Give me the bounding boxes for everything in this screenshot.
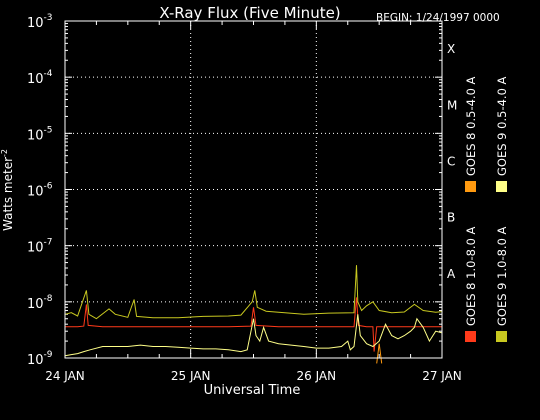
legend-swatch xyxy=(465,181,476,192)
y-axis-ticks: 10-9 10-8 10-7 10-6 10-5 10-4 10-3 xyxy=(27,13,442,368)
y-tick-label: 10-4 xyxy=(27,69,53,87)
series-line-1 xyxy=(65,297,442,352)
y-tick-label: 10-3 xyxy=(27,13,53,31)
begin-label: BEGIN: 1/24/1997 0000 xyxy=(376,12,500,24)
y-axis-label: Watts meter-2 xyxy=(0,149,15,231)
x-tick-label: 27 JAN xyxy=(422,369,462,383)
chart-title: X-Ray Flux (Five Minute) xyxy=(159,4,340,22)
x-axis-label: Universal Time xyxy=(204,383,301,398)
legend: GOES 8 1.0-8.0 A GOES 8 0.5-4.0 A GOES 9 1… xyxy=(464,76,509,342)
y-tick-label: 10-7 xyxy=(27,238,53,256)
flare-class-labels: A B C M X xyxy=(447,42,457,281)
y-tick-label: 10-6 xyxy=(27,182,53,200)
legend-swatch xyxy=(496,331,507,342)
y-tick-label: 10-8 xyxy=(27,294,53,312)
series-line-2 xyxy=(376,343,383,364)
x-tick-label: 24 JAN xyxy=(45,369,85,383)
series-line-3 xyxy=(64,265,443,320)
y-tick-label: 10-5 xyxy=(27,125,53,143)
flare-class-label: A xyxy=(447,267,456,281)
legend-label: GOES 8 1.0-8.0 A xyxy=(464,226,478,326)
x-tick-label: 26 JAN xyxy=(297,369,337,383)
legend-swatch xyxy=(496,181,507,192)
flare-class-label: M xyxy=(447,98,457,112)
legend-swatch xyxy=(465,331,476,342)
flare-class-label: B xyxy=(447,211,455,225)
legend-label: GOES 8 0.5-4.0 A xyxy=(464,76,478,176)
series-lines xyxy=(64,265,443,364)
flare-class-label: X xyxy=(447,42,455,56)
legend-label: GOES 9 0.5-4.0 A xyxy=(495,76,509,176)
flare-class-label: C xyxy=(447,155,455,169)
y-tick-label: 10-9 xyxy=(27,350,53,368)
legend-label: GOES 9 1.0-8.0 A xyxy=(495,226,509,326)
plot-frame xyxy=(64,20,443,359)
grid xyxy=(65,21,442,358)
x-tick-label: 25 JAN xyxy=(171,369,211,383)
series-line-4 xyxy=(64,314,443,357)
x-axis-ticks: 24 JAN 25 JAN 26 JAN 27 JAN xyxy=(45,21,462,383)
